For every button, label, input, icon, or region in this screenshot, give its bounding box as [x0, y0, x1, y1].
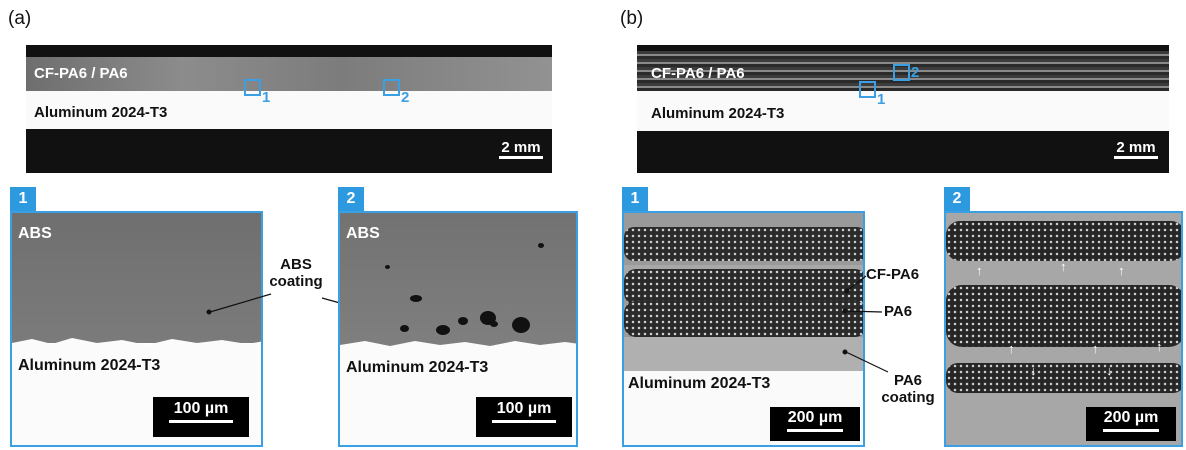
scale-bar-line: [169, 420, 233, 423]
scale-bar-label: 100 µm: [173, 400, 229, 417]
void-arrow: ↑: [976, 263, 983, 278]
roi-number-1: 1: [877, 91, 886, 108]
scale-bar-label: 200 µm: [787, 409, 843, 426]
abs-coating-label: ABS coating: [269, 256, 323, 290]
inset-a1-image: ABS Aluminum 2024-T3 100 µm: [10, 211, 263, 447]
panel-b-label: (b): [620, 8, 644, 29]
cf-pa6-layer: [624, 301, 863, 337]
cf-pa6-layer: [946, 363, 1181, 393]
scale-bar: 2 mm: [1109, 139, 1163, 159]
cf-pa6-layer: [946, 285, 1181, 347]
roi-number-1: 1: [262, 89, 271, 106]
void-arrow: ↑: [1060, 259, 1067, 274]
void-arrow: ↑: [1092, 341, 1099, 356]
scale-bar: 100 µm: [476, 397, 572, 437]
inset-b1-tag: 1: [622, 187, 648, 211]
scale-bar-label: 200 µm: [1103, 409, 1159, 426]
metal-label: Aluminum 2024-T3: [628, 375, 771, 392]
void-arrow: ↓: [1106, 363, 1113, 378]
inset-b2-tag: 2: [944, 187, 970, 211]
void-arrow: ↑: [1156, 339, 1163, 354]
roi-box-1: [244, 79, 261, 96]
abs-layer: [12, 213, 261, 343]
roi-number-2: 2: [911, 64, 920, 81]
cf-pa6-label: CF-PA6: [866, 266, 920, 283]
layer-label: CF-PA6 / PA6: [34, 65, 128, 82]
scale-bar-line: [492, 420, 556, 423]
layer-label: CF-PA6 / PA6: [651, 65, 745, 82]
inset-a1-tag: 1: [10, 187, 36, 211]
scale-bar-label: 2 mm: [1116, 139, 1156, 156]
scale-bar-line: [1114, 156, 1158, 159]
composite-layer: [637, 51, 1169, 91]
void-arrow: ↓: [1030, 363, 1037, 378]
roi-box-1: [859, 81, 876, 98]
pa6-coating-label: PA6 coating: [881, 372, 935, 406]
scale-bar: 2 mm: [494, 139, 548, 159]
scale-bar-label: 100 µm: [496, 400, 552, 417]
scale-bar-line: [1103, 429, 1159, 432]
scale-bar-label: 2 mm: [501, 139, 541, 156]
metal-label: Aluminum 2024-T3: [18, 357, 161, 374]
pa6-coating-layer: [624, 337, 863, 373]
panel-b-overview-image: CF-PA6 / PA6 Aluminum 2024-T3 1 2 2 mm: [637, 45, 1169, 173]
inset-b1-image: Aluminum 2024-T3 200 µm: [622, 211, 865, 447]
roi-box-2: [893, 64, 910, 81]
abs-layer: [340, 213, 576, 348]
aluminum-layer: [26, 91, 552, 129]
aluminum-layer: [637, 91, 1169, 131]
cf-pa6-layer: [624, 269, 863, 305]
metal-label: Aluminum 2024-T3: [346, 359, 489, 376]
roi-number-2: 2: [401, 89, 410, 106]
scale-bar: 200 µm: [1086, 407, 1176, 441]
scale-bar: 200 µm: [770, 407, 860, 441]
panel-a-label: (a): [8, 8, 32, 29]
roi-box-2: [383, 79, 400, 96]
void-arrow: ↑: [1118, 263, 1125, 278]
scale-bar-line: [499, 156, 543, 159]
inset-b2-image: ↑ ↑ ↑ ↑ ↑ ↑ ↓ ↓ 200 µm: [944, 211, 1183, 447]
composite-layer: [26, 57, 552, 91]
panel-a-overview-image: CF-PA6 / PA6 Aluminum 2024-T3 1 2 2 mm: [26, 45, 552, 173]
metal-label: Aluminum 2024-T3: [651, 105, 785, 122]
scale-bar: 100 µm: [153, 397, 249, 437]
cf-pa6-layer: [946, 221, 1181, 261]
metal-label: Aluminum 2024-T3: [34, 104, 168, 121]
inset-a2-tag: 2: [338, 187, 364, 211]
abs-label: ABS: [346, 225, 380, 242]
pa6-label: PA6: [884, 303, 913, 320]
void-arrow: ↑: [1008, 341, 1015, 356]
cf-pa6-layer: [624, 227, 863, 261]
inset-a2-image: ABS Aluminum 2024-T3 100 µm: [338, 211, 578, 447]
scale-bar-line: [787, 429, 843, 432]
abs-label: ABS: [18, 225, 52, 242]
